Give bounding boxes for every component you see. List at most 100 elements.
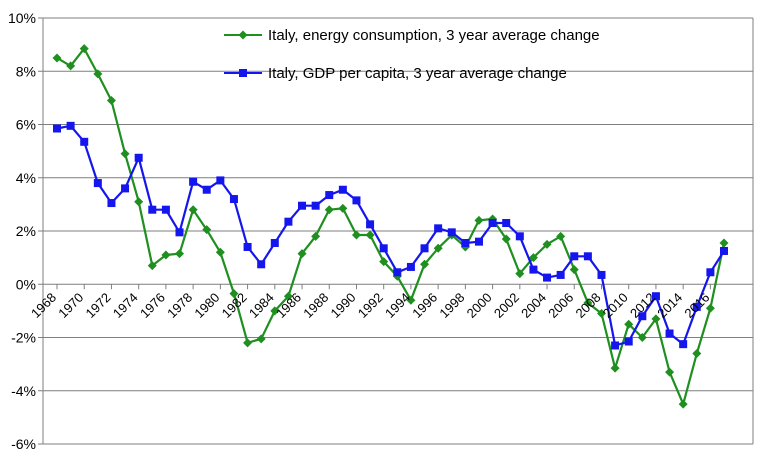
data-point-energy xyxy=(188,205,198,215)
series-lines xyxy=(52,44,729,409)
data-point-gdp xyxy=(202,185,211,194)
data-point-gdp xyxy=(93,179,102,188)
legend-item-energy: Italy, energy consumption, 3 year averag… xyxy=(224,27,600,44)
data-point-energy xyxy=(379,257,389,267)
data-point-gdp xyxy=(406,262,415,271)
data-point-energy xyxy=(120,149,130,159)
data-point-gdp xyxy=(311,201,320,210)
data-point-gdp xyxy=(80,137,89,146)
data-point-energy xyxy=(351,230,361,240)
data-point-gdp xyxy=(611,341,620,350)
data-point-gdp xyxy=(229,195,238,204)
data-point-gdp xyxy=(502,219,511,228)
data-point-energy xyxy=(583,298,593,308)
legend-label-gdp: Italy, GDP per capita, 3 year average ch… xyxy=(268,65,567,82)
data-point-gdp xyxy=(651,292,660,301)
data-point-gdp xyxy=(257,260,266,269)
data-point-gdp xyxy=(298,201,307,210)
data-point-energy xyxy=(596,309,606,319)
data-point-energy xyxy=(229,289,239,299)
data-point-gdp xyxy=(556,270,565,279)
data-point-energy xyxy=(243,338,253,348)
data-point-energy xyxy=(202,225,212,235)
data-point-energy xyxy=(501,234,511,244)
data-point-energy xyxy=(175,249,185,259)
data-point-energy xyxy=(692,348,702,358)
y-tick-label: 6% xyxy=(16,117,36,133)
data-point-energy xyxy=(678,399,688,409)
data-point-energy xyxy=(338,203,348,213)
y-tick-label: 2% xyxy=(16,223,36,239)
data-point-energy xyxy=(610,363,620,373)
data-point-gdp xyxy=(148,205,157,214)
data-point-energy xyxy=(624,319,634,329)
data-point-energy xyxy=(297,249,307,259)
legend-label-energy: Italy, energy consumption, 3 year averag… xyxy=(268,27,600,44)
data-point-energy xyxy=(324,205,334,215)
data-point-gdp xyxy=(679,340,688,349)
data-point-gdp xyxy=(515,232,524,241)
data-point-energy xyxy=(161,250,171,260)
data-point-gdp xyxy=(121,184,130,193)
data-point-gdp xyxy=(393,268,402,277)
data-point-energy xyxy=(256,334,266,344)
data-point-energy xyxy=(556,231,566,241)
data-point-gdp xyxy=(624,337,633,346)
data-point-gdp xyxy=(583,252,592,261)
data-point-gdp xyxy=(638,312,647,321)
data-point-gdp xyxy=(338,185,347,194)
data-point-energy xyxy=(637,333,647,342)
legend-marker-energy xyxy=(238,30,248,40)
data-point-energy xyxy=(106,96,116,106)
y-tick-label: 4% xyxy=(16,170,36,186)
y-tick-label: 8% xyxy=(16,63,36,79)
data-point-gdp xyxy=(570,252,579,261)
data-point-gdp xyxy=(529,265,538,274)
data-point-gdp xyxy=(706,268,715,277)
data-point-gdp xyxy=(597,270,606,279)
data-point-energy xyxy=(311,231,321,241)
data-point-gdp xyxy=(189,177,198,186)
data-point-gdp xyxy=(284,217,293,226)
data-point-gdp xyxy=(434,224,443,233)
data-point-gdp xyxy=(352,196,361,205)
data-point-gdp xyxy=(175,228,184,237)
y-tick-label: -4% xyxy=(11,383,36,399)
data-point-energy xyxy=(406,295,416,305)
data-point-energy xyxy=(270,306,280,316)
data-point-energy xyxy=(433,243,443,253)
data-point-gdp xyxy=(488,219,497,228)
data-point-energy xyxy=(93,69,103,79)
data-point-gdp xyxy=(474,237,483,246)
data-point-gdp xyxy=(543,273,552,282)
data-point-energy xyxy=(719,238,729,248)
data-point-gdp xyxy=(161,205,170,214)
data-point-gdp xyxy=(134,153,143,162)
y-tick-label: 10% xyxy=(8,10,36,26)
data-point-energy xyxy=(651,314,661,324)
data-point-energy xyxy=(705,303,715,313)
data-point-gdp xyxy=(325,191,334,200)
data-point-gdp xyxy=(53,124,61,133)
data-point-energy xyxy=(134,197,144,207)
legend-marker-gdp xyxy=(239,69,247,77)
y-tick-label: -6% xyxy=(11,436,36,452)
data-point-gdp xyxy=(66,121,75,130)
data-point-energy xyxy=(66,61,76,71)
data-point-gdp xyxy=(243,242,252,251)
y-tick-labels: 10% 8% 6% 4% 2% 0% -2% -4% -6% xyxy=(8,10,36,452)
data-point-energy xyxy=(474,215,484,225)
data-point-energy xyxy=(528,253,538,263)
data-point-gdp xyxy=(447,228,456,237)
data-point-energy xyxy=(283,291,293,301)
legend-item-gdp: Italy, GDP per capita, 3 year average ch… xyxy=(224,65,567,82)
data-point-energy xyxy=(665,367,675,377)
data-point-energy xyxy=(365,230,375,240)
data-point-gdp xyxy=(270,238,279,247)
legend: Italy, energy consumption, 3 year averag… xyxy=(224,27,600,82)
data-point-gdp xyxy=(420,244,429,253)
data-point-gdp xyxy=(379,244,388,253)
data-point-gdp xyxy=(216,176,225,185)
data-point-energy xyxy=(420,259,430,269)
